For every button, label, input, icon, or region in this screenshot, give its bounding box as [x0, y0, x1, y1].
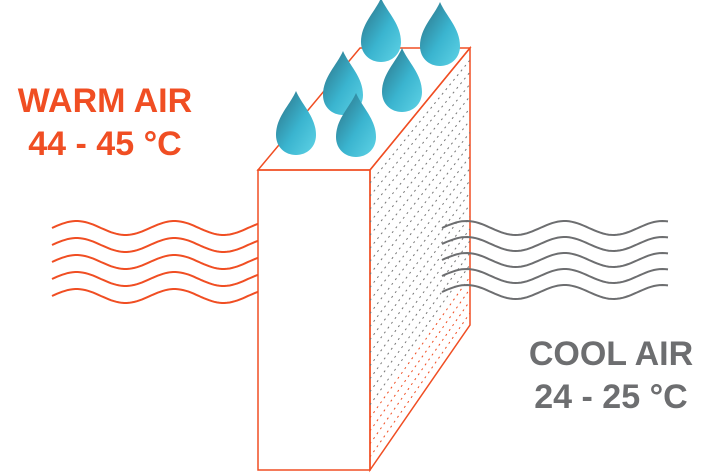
cool-air-waves — [441, 219, 669, 301]
cooling-pad-hatch-line — [369, 264, 471, 406]
warm-air-wave — [51, 288, 259, 304]
cooling-pad-hatch-line — [369, 71, 471, 197]
cooling-pad-front — [257, 169, 371, 471]
cool-air-wave — [441, 235, 669, 253]
water-drop-icon — [361, 0, 401, 62]
cooling-pad-hatching — [369, 59, 471, 458]
water-drop-icon — [276, 91, 316, 155]
cooling-pad-hatch-line — [369, 180, 471, 314]
cooling-pad-hatch-line — [369, 95, 471, 223]
cooling-pad-hatch-line — [369, 107, 471, 236]
cooling-pad-hatch-line — [369, 276, 471, 419]
cool-air-wave — [441, 283, 669, 301]
warm-air-wave — [51, 220, 259, 236]
cooling-pad-hatch-line — [369, 252, 471, 392]
cooling-pad-hatch-line — [369, 168, 471, 301]
cooling-pad-hatch-line — [369, 59, 471, 184]
warm-air-wave — [51, 254, 259, 270]
cool-air-wave — [441, 267, 669, 285]
cooling-pad-side — [369, 45, 471, 473]
water-drop-icon — [420, 2, 460, 66]
cooling-pad-hatch-line — [369, 300, 471, 445]
warm-air-label: WARM AIR 44 - 45 °C — [0, 80, 210, 165]
cool-air-title: COOL AIR — [528, 335, 694, 373]
cooling-pad-hatch-line — [369, 119, 471, 249]
cooling-pad-hatch-line — [369, 288, 471, 432]
cooling-pad-hatch-line — [369, 204, 471, 340]
warm-air-title: WARM AIR — [17, 82, 193, 120]
warm-air-wave — [51, 271, 259, 287]
warm-air-wave — [51, 237, 259, 253]
cooling-pad-hatch-line — [369, 192, 471, 327]
cooling-pad-hatch-line — [369, 83, 471, 210]
cool-air-label: COOL AIR 24 - 25 °C — [506, 333, 708, 418]
cool-air-temperature: 24 - 25 °C — [534, 377, 688, 416]
warm-air-waves — [51, 220, 259, 304]
cooling-pad-hatch-line — [369, 216, 471, 353]
cooling-pad-hatch-line — [369, 240, 471, 379]
warm-air-temperature: 44 - 45 °C — [28, 124, 182, 163]
cool-air-wave — [441, 251, 669, 269]
water-drops — [276, 0, 460, 157]
cooling-pad-hatch-line — [369, 312, 471, 458]
cool-air-wave — [441, 219, 669, 237]
cooling-pad-hatch-line — [369, 228, 471, 366]
cooling-pad — [256, 45, 472, 473]
